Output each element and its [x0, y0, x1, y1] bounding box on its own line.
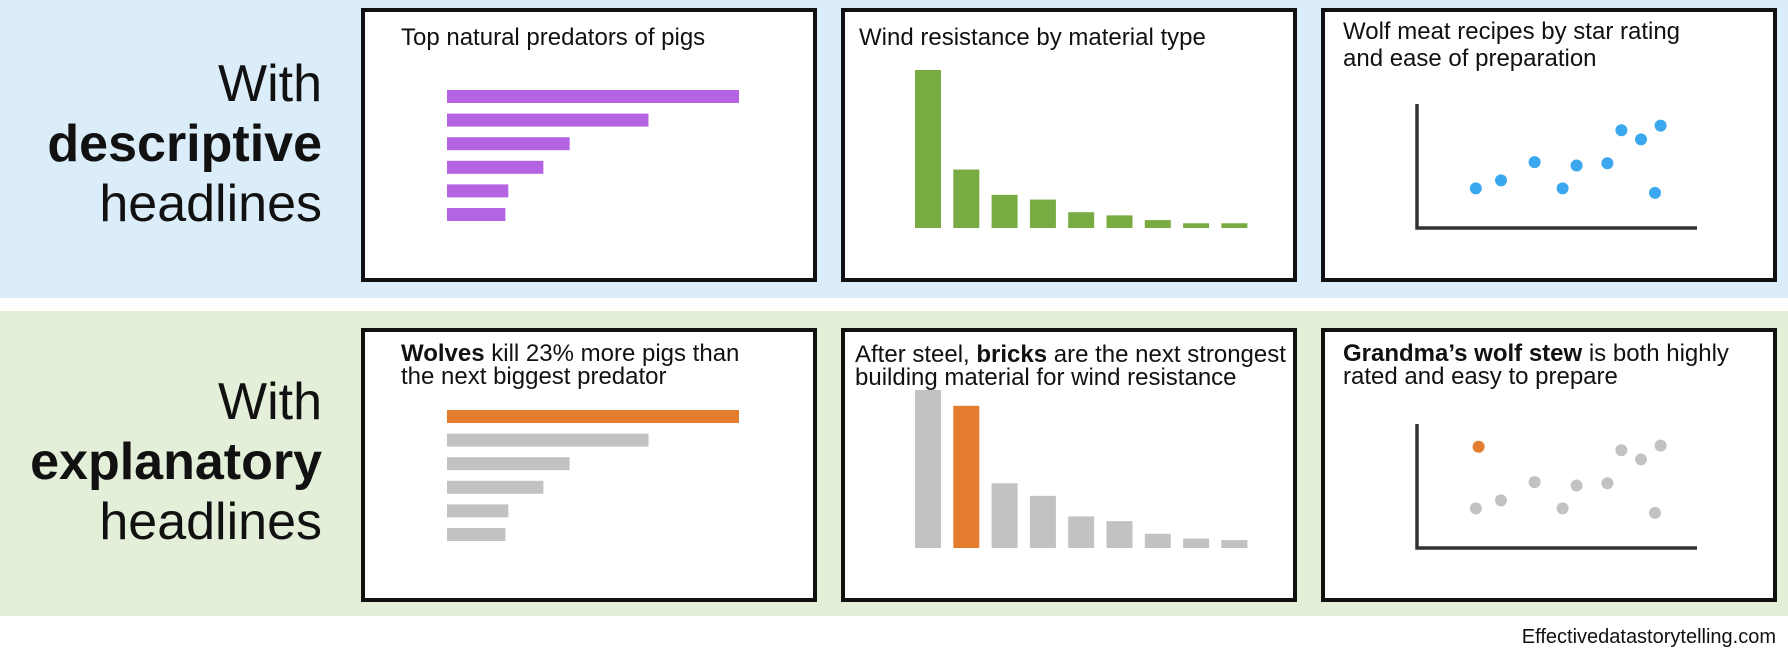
row-label-line1: With — [218, 55, 322, 113]
highlight-point — [1472, 440, 1485, 453]
scatter-point — [1635, 133, 1647, 146]
scatter-point — [1570, 159, 1583, 172]
chart-title-bold: Grandma’s wolf stew — [1343, 340, 1583, 367]
credit-text: Effectivedatastorytelling.com — [1521, 626, 1776, 648]
scatter-point — [1469, 502, 1482, 515]
chart-title-line1: Wolf meat recipes by star rating — [1343, 18, 1681, 45]
bar — [1144, 533, 1171, 548]
scatter-point — [1556, 182, 1569, 195]
scatter-point — [1649, 506, 1661, 519]
scatter-point — [1654, 439, 1667, 452]
scatter-point — [1556, 502, 1569, 515]
wolf-stew-scatter-chart — [1415, 424, 1697, 550]
scatter-point — [1528, 156, 1541, 169]
wolves-chart-panel: Wolves kill 23% more pigs than the next … — [361, 328, 817, 602]
bar — [447, 90, 739, 103]
chart-title-line2: rated and easy to prepare — [1343, 363, 1618, 390]
chart-title-bold: Wolves — [401, 340, 485, 367]
axis-line — [1415, 424, 1697, 550]
bar — [447, 113, 649, 127]
chart-title-rest: kill 23% more pigs than — [484, 340, 740, 367]
recipes-chart-panel: Wolf meat recipes by star rating and eas… — [1321, 8, 1777, 282]
scatter-point — [1495, 174, 1507, 187]
chart-title: Wolves kill 23% more pigs than the next … — [401, 340, 740, 390]
axis-line — [1415, 104, 1697, 230]
chart-title: Top natural predators of pigs — [401, 24, 706, 51]
scatter-point — [1495, 494, 1507, 507]
chart-title-pre: After steel, — [855, 341, 977, 368]
scatter-point — [1570, 479, 1583, 492]
predators-bar-chart — [447, 90, 739, 221]
bar — [953, 169, 980, 228]
bricks-column-chart — [915, 390, 1248, 548]
bar — [1068, 516, 1095, 548]
chart-title-bold: bricks — [976, 341, 1048, 368]
bar — [447, 160, 544, 174]
bar — [447, 137, 570, 151]
bar — [1106, 521, 1133, 548]
chart-title-line2: the next biggest predator — [401, 363, 667, 390]
scatter-point — [1615, 124, 1628, 137]
explanatory-row-label: With explanatory headlines — [0, 372, 322, 552]
wolves-bar-chart — [447, 410, 739, 541]
scatter-point — [1469, 182, 1482, 195]
bar — [1183, 223, 1210, 228]
scatter-point — [1601, 157, 1614, 170]
bar — [1106, 215, 1133, 228]
chart-title: Wolf meat recipes by star rating and eas… — [1343, 18, 1680, 72]
wind-resistance-column-chart — [915, 70, 1248, 228]
bricks-chart-panel: After steel, bricks are the next stronge… — [841, 328, 1297, 602]
scatter-point — [1528, 476, 1541, 489]
predators-chart-panel: Top natural predators of pigs — [361, 8, 817, 282]
bar — [447, 504, 509, 518]
bar — [1029, 495, 1056, 548]
chart-title-rest: are the next strongest — [1047, 341, 1286, 368]
row-label-line3: headlines — [99, 493, 322, 551]
wind-resistance-chart-panel: Wind resistance by material type — [841, 8, 1297, 282]
bar — [447, 184, 509, 198]
bar — [447, 528, 506, 541]
bar — [1183, 538, 1210, 548]
bar — [447, 457, 570, 471]
chart-title: After steel, bricks are the next stronge… — [855, 341, 1286, 391]
bar — [1221, 223, 1248, 228]
bar — [447, 480, 544, 494]
scatter-point — [1615, 444, 1628, 457]
bar — [1144, 220, 1171, 228]
scatter-point — [1635, 453, 1647, 466]
row-label-bold: explanatory — [30, 433, 322, 491]
scatter-point — [1649, 186, 1661, 199]
chart-title: Grandma’s wolf stew is both highly rated… — [1343, 340, 1729, 390]
chart-title-line2: building material for wind resistance — [855, 364, 1237, 391]
chart-title-rest: is both highly — [1582, 340, 1729, 367]
bar — [447, 410, 739, 423]
scatter-point — [1601, 477, 1614, 490]
wolf-stew-chart-panel: Grandma’s wolf stew is both highly rated… — [1321, 328, 1777, 602]
bar — [915, 390, 941, 548]
bar — [915, 70, 941, 228]
bar — [991, 194, 1018, 228]
bar — [1221, 540, 1248, 548]
chart-title-line2: and ease of preparation — [1343, 45, 1597, 72]
row-label-line3: headlines — [99, 175, 322, 233]
bar — [991, 483, 1018, 548]
scatter-point — [1654, 119, 1667, 132]
descriptive-row-label: With descriptive headlines — [0, 54, 322, 234]
bar — [953, 405, 980, 548]
bar — [447, 433, 649, 447]
row-label-line1: With — [218, 373, 322, 431]
recipes-scatter-chart — [1415, 104, 1697, 230]
bar — [447, 208, 506, 221]
row-label-bold: descriptive — [47, 115, 322, 173]
chart-title: Wind resistance by material type — [859, 24, 1206, 51]
bar — [1029, 199, 1056, 228]
bar — [1068, 212, 1095, 228]
